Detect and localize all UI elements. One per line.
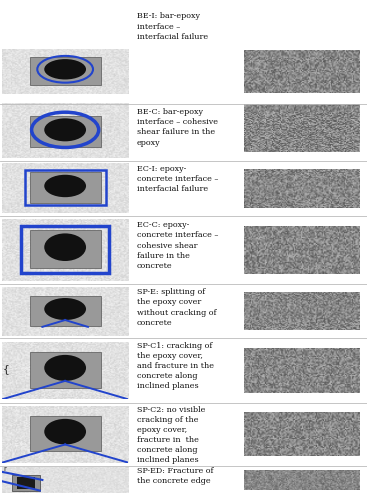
- Bar: [25, 170, 106, 205]
- Ellipse shape: [44, 355, 86, 381]
- Ellipse shape: [44, 233, 86, 261]
- Bar: [12, 475, 40, 491]
- Text: {: {: [3, 365, 10, 374]
- Bar: [30, 295, 101, 326]
- Text: SP-E: splitting of
the epoxy cover
without cracking of
concrete: SP-E: splitting of the epoxy cover witho…: [137, 288, 217, 327]
- Ellipse shape: [44, 419, 86, 445]
- Ellipse shape: [44, 175, 86, 197]
- Text: r: r: [3, 465, 6, 472]
- Bar: [21, 226, 109, 273]
- Ellipse shape: [44, 59, 86, 80]
- Text: SP-C1: cracking of
the epoxy cover,
and fracture in the
concrete along
inclined : SP-C1: cracking of the epoxy cover, and …: [137, 342, 214, 390]
- Ellipse shape: [44, 298, 86, 320]
- Bar: [17, 477, 35, 489]
- Ellipse shape: [44, 119, 86, 141]
- Ellipse shape: [44, 114, 86, 134]
- Bar: [30, 416, 101, 452]
- Text: EC-I: epoxy-
concrete interface –
interfacial failure: EC-I: epoxy- concrete interface – interf…: [137, 165, 218, 193]
- Bar: [30, 230, 101, 268]
- Text: BE-I: bar-epoxy
interface –
interfacial failure: BE-I: bar-epoxy interface – interfacial …: [137, 12, 208, 41]
- Bar: [30, 57, 101, 85]
- Ellipse shape: [62, 140, 68, 142]
- Text: SP-C2: no visible
cracking of the
epoxy cover,
fracture in  the
concrete along
i: SP-C2: no visible cracking of the epoxy …: [137, 406, 206, 464]
- Bar: [30, 172, 101, 203]
- Text: BE-C: bar-epoxy
interface – cohesive
shear failure in the
epoxy: BE-C: bar-epoxy interface – cohesive she…: [137, 108, 218, 147]
- Bar: [30, 352, 101, 388]
- Bar: [30, 111, 101, 139]
- Text: SP-ED: Fracture of
the concrete edge: SP-ED: Fracture of the concrete edge: [137, 467, 214, 485]
- Text: EC-C: epoxy-
concrete interface –
cohesive shear
failure in the
concrete: EC-C: epoxy- concrete interface – cohesi…: [137, 221, 218, 270]
- Bar: [30, 116, 101, 148]
